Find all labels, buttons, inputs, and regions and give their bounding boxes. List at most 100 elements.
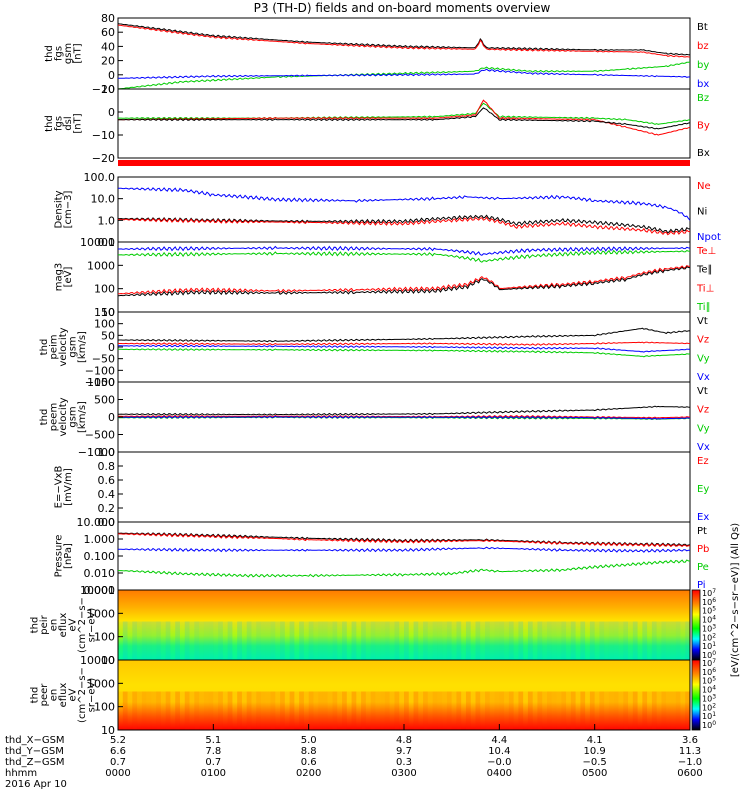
spectrogram-streak [670, 691, 676, 730]
spectrogram-streak [518, 691, 524, 730]
spectrogram-streak [275, 691, 281, 730]
legend-Npot: Npot [697, 232, 721, 243]
spectrogram-streak [222, 621, 228, 660]
x-row-value: 0300 [391, 768, 416, 779]
y-tick-label: 10 [101, 306, 115, 319]
spectrogram-streak [337, 621, 343, 660]
colorbar-tick: 106 [702, 667, 716, 677]
spectrogram-streak [561, 691, 567, 730]
spectrogram-streak [299, 621, 304, 660]
y-axis-label: fgs [53, 46, 64, 61]
spectrogram-streak [465, 621, 471, 660]
y-tick-label: 10.0 [91, 193, 116, 206]
spectrogram-streak [370, 621, 376, 660]
spectrogram-streak [261, 691, 266, 730]
spectrogram-streak [485, 621, 490, 660]
spectrogram-streak [537, 621, 543, 660]
legend-Ni: Ni [697, 207, 707, 218]
spectrogram-streak [651, 621, 657, 660]
spectrogram-streak [680, 621, 686, 660]
y-tick-label: 60 [101, 26, 115, 39]
spectrogram-streak [408, 691, 414, 730]
y-axis-label: [mV/m] [63, 468, 74, 506]
x-axis-labels: thd_X−GSM 5.2 5.1 5.0 4.8 4.4 4.1 3.6 thd_Y−GSM 6… [5, 724, 703, 790]
legend-Vt: Vt [697, 386, 708, 397]
spectrogram-streak [356, 621, 362, 660]
y-tick-label: 0.6 [98, 474, 116, 487]
series-Vt [118, 327, 691, 343]
series-Te⊥ [117, 264, 691, 295]
spectrogram-streak [494, 621, 500, 660]
spectrogram-streak [389, 621, 395, 660]
y-tick-label: 150 [94, 306, 115, 319]
colorbar-tick: 100 [702, 650, 716, 660]
spectrogram-streak [365, 621, 371, 660]
spectrogram-streak [337, 691, 343, 730]
colorbar-tick: 102 [702, 702, 716, 712]
y-tick-label: 100 [94, 701, 115, 714]
y-tick-label: 100 [94, 631, 115, 644]
spectrogram-streak [203, 621, 209, 660]
x-row-value: 7.8 [205, 746, 221, 757]
x-row-value: −0.5 [583, 757, 607, 768]
y-axis-label: [km/s] [77, 331, 88, 363]
x-row-value: 0600 [677, 768, 702, 779]
x-row-value: 0100 [201, 768, 226, 779]
y-tick-label: 0 [108, 411, 115, 424]
y-axis-label: eflux [58, 683, 69, 708]
y-axis-label: peir [39, 614, 50, 634]
series-by [117, 61, 691, 90]
spectrogram-streak [432, 621, 438, 660]
y-tick-label: −150 [85, 376, 115, 389]
spectrogram-streak [465, 691, 471, 730]
x-row-value: 10.9 [584, 746, 606, 757]
spectrogram-streak [585, 621, 590, 660]
y-tick-label: 10000 [80, 584, 115, 597]
spectrogram-streak [127, 691, 133, 730]
y-tick-label: 1.000 [84, 533, 116, 546]
y-tick-label: 0.8 [98, 460, 116, 473]
y-axis-label: Density [53, 190, 64, 228]
legend-Pt: Pt [697, 526, 707, 537]
spectrogram-streak [179, 621, 185, 660]
spectrogram-streak [213, 691, 219, 730]
spectrogram-streak [256, 621, 261, 660]
spectrogram-streak [608, 621, 614, 660]
spectrogram-streak [642, 691, 648, 730]
x-row-value: 0400 [487, 768, 512, 779]
spectrogram-streak [666, 691, 671, 730]
spectrogram-streak [604, 691, 609, 730]
x-row-value: 3.6 [682, 735, 698, 746]
y-tick-label: 10.000 [77, 516, 116, 529]
spectrogram-streak [165, 621, 171, 660]
spectrogram-streak [456, 621, 462, 660]
y-tick-label: 0.001 [84, 584, 116, 597]
legend-Ex: Ex [697, 512, 709, 523]
spectrogram-streak [175, 691, 180, 730]
panel-frame [117, 176, 691, 243]
series-Npot [118, 187, 691, 221]
spectrogram-streak [542, 621, 547, 660]
spectrogram-streak [446, 691, 452, 730]
y-axis-label: thd [44, 45, 55, 62]
y-axis-label: Pressure [53, 535, 64, 578]
spectrogram-streak [523, 621, 528, 660]
spectrogram-streak [561, 621, 567, 660]
y-tick-label: −10 [92, 129, 115, 142]
spectrogram-streak [218, 691, 223, 730]
y-axis-label: fgs [53, 116, 64, 131]
spectrogram-streak [184, 621, 190, 660]
legend-Te∥: Te∥ [696, 265, 713, 276]
spectrogram-streak [489, 691, 495, 730]
panels: 806040200−20thdfgsgsm[nT]Btbzbybx100−10−… [30, 12, 721, 737]
spectrogram-streak [456, 691, 462, 730]
spectrogram-streak [237, 621, 242, 660]
y-tick-label: −50 [92, 353, 115, 366]
spectrogram-streak [632, 621, 638, 660]
series-Pe [117, 559, 691, 578]
legend-Pb: Pb [697, 544, 709, 555]
spectrogram-streak [146, 691, 152, 730]
spectrogram-streak [346, 691, 352, 730]
spectrogram-streak [423, 691, 428, 730]
